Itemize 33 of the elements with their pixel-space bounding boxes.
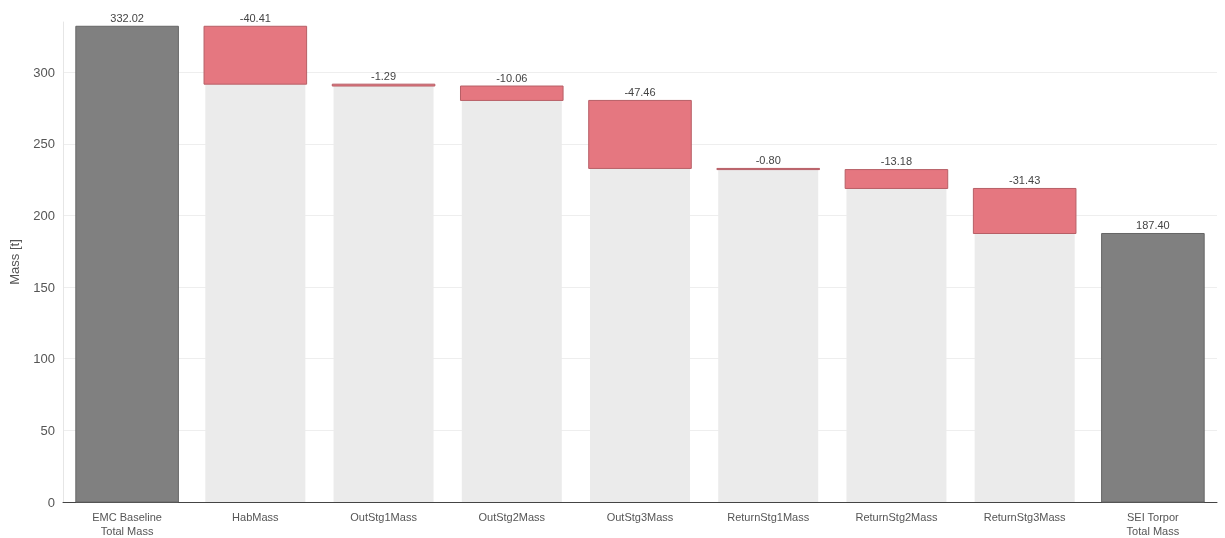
x-tick-label: ReturnStg2Mass <box>855 511 938 523</box>
data-label: -13.18 <box>880 155 913 168</box>
y-tick-label: 0 <box>47 494 55 510</box>
y-tick-label: 100 <box>33 351 55 367</box>
data-label: -40.41 <box>239 11 271 24</box>
data-label: -47.46 <box>624 85 656 98</box>
bar <box>203 25 308 85</box>
x-tick-label: OutStg2Mass <box>478 511 546 523</box>
y-tick-label: 300 <box>33 64 55 80</box>
x-tick-label: SEI Torpor Total Mass <box>1126 511 1180 537</box>
data-label: -1.29 <box>371 69 397 82</box>
y-tick-label: 200 <box>33 207 55 223</box>
bar <box>75 25 179 503</box>
y-tick-label: 50 <box>40 422 55 438</box>
bar <box>972 187 1077 234</box>
y-tick-label: 250 <box>33 136 55 152</box>
x-tick-label: EMC Baseline Total Mass <box>92 511 162 537</box>
y-axis-title: Mass [t] <box>7 239 22 285</box>
x-tick-label: ReturnStg1Mass <box>727 511 810 523</box>
data-label: -31.43 <box>1009 173 1041 186</box>
data-label: 187.40 <box>1136 218 1170 231</box>
bar <box>1101 232 1205 503</box>
bar <box>459 85 564 101</box>
bar <box>588 99 692 169</box>
data-label: 332.02 <box>110 11 144 24</box>
x-tick-label: OutStg1Mass <box>350 511 418 523</box>
x-tick-label: HabMass <box>232 511 280 523</box>
bar <box>844 169 949 189</box>
y-tick-label: 150 <box>33 279 55 295</box>
x-tick-label: OutStg3Mass <box>606 511 674 523</box>
data-label: -0.80 <box>755 153 781 166</box>
x-tick-label: ReturnStg3Mass <box>983 511 1067 523</box>
data-label: -10.06 <box>496 71 528 84</box>
